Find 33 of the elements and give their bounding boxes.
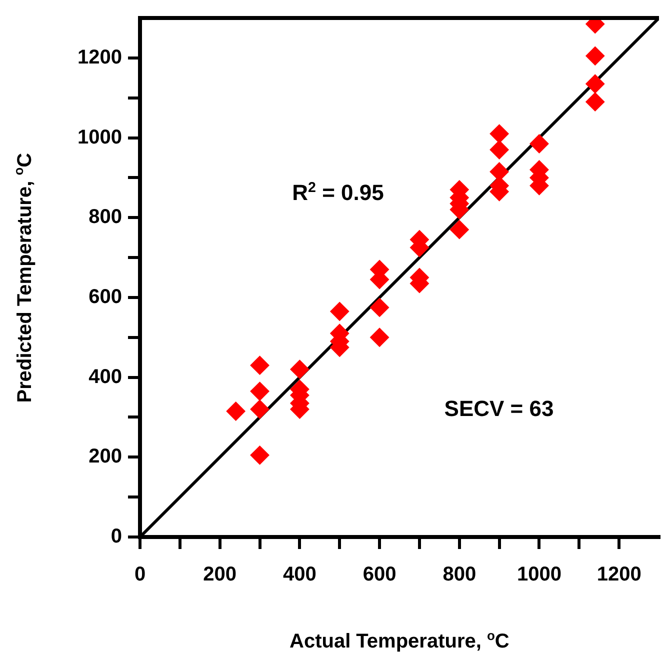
y-tick-label: 800 xyxy=(88,206,122,228)
point xyxy=(490,140,509,160)
x-tick-label: 800 xyxy=(442,564,476,586)
x-tick-label: 0 xyxy=(134,564,146,586)
point xyxy=(250,400,270,419)
annotation: SECV = 63 xyxy=(444,396,554,422)
point xyxy=(250,356,270,375)
x-tick-label: 200 xyxy=(203,564,237,586)
x-axis-title: Actual Temperature, $^{o}$C xyxy=(290,628,510,654)
point xyxy=(586,74,605,94)
y-tick-label: 400 xyxy=(88,366,122,388)
point xyxy=(250,446,270,465)
y-tick-label: 1200 xyxy=(78,46,122,68)
point xyxy=(330,302,350,321)
point xyxy=(530,134,549,154)
y-tick-label: 0 xyxy=(110,526,122,548)
y-tick-label: 1000 xyxy=(78,126,122,148)
x-tick-label: 600 xyxy=(362,564,396,586)
annotation: R$^{2}$ = 0.95 xyxy=(292,180,384,206)
y-tick-label: 600 xyxy=(88,286,122,308)
point xyxy=(226,402,246,421)
point xyxy=(490,124,509,144)
x-tick-label: 400 xyxy=(283,564,316,586)
point xyxy=(586,92,605,112)
point xyxy=(450,220,469,240)
point xyxy=(250,382,270,401)
x-tick-label: 1200 xyxy=(596,564,642,586)
y-tick-label: 200 xyxy=(88,446,122,468)
x-tick-label: 1000 xyxy=(516,564,562,586)
point xyxy=(370,298,390,317)
point xyxy=(586,46,605,66)
point xyxy=(290,360,310,379)
point xyxy=(370,328,390,347)
